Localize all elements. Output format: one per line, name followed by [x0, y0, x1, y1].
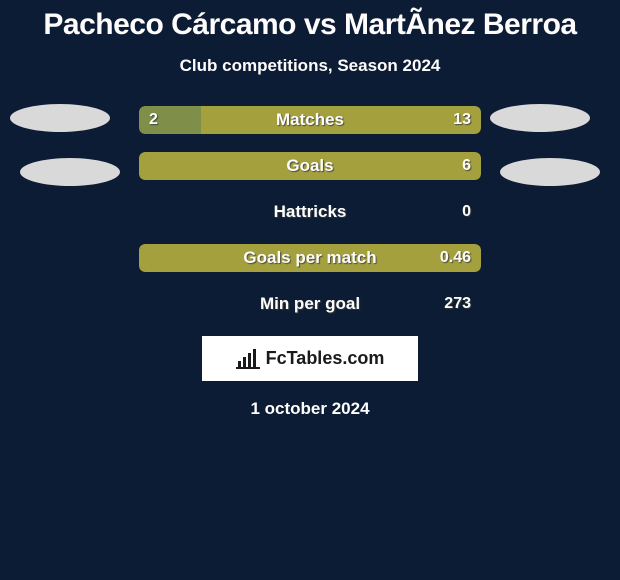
stat-row: Min per goal273	[139, 290, 481, 318]
stat-bars: Matches213 Goals6 Hattricks0 Goals per matc…	[139, 106, 481, 318]
date-label: 1 october 2024	[0, 399, 620, 419]
stat-bar-fill-right	[201, 106, 481, 134]
comparison-stage: Matches213 Goals6 Hattricks0 Goals per matc…	[0, 106, 620, 318]
stat-row: Goals6	[139, 152, 481, 180]
stat-bar-track	[139, 198, 481, 226]
stat-bar-fill	[139, 152, 481, 180]
stat-bar-fill-left	[139, 106, 201, 134]
stat-row: Matches213	[139, 106, 481, 134]
brand-label: FcTables.com	[266, 348, 385, 369]
page-title: Pacheco Cárcamo vs MartÃnez Berroa	[0, 0, 620, 42]
team-badge-left-2	[20, 158, 120, 186]
brand-box: FcTables.com	[202, 336, 418, 381]
stat-row: Hattricks0	[139, 198, 481, 226]
page-subtitle: Club competitions, Season 2024	[0, 56, 620, 76]
stat-bar-track	[139, 290, 481, 318]
team-badge-right-2	[500, 158, 600, 186]
stat-row: Goals per match0.46	[139, 244, 481, 272]
team-badge-left-1	[10, 104, 110, 132]
bar-chart-icon	[236, 349, 260, 369]
team-badge-right-1	[490, 104, 590, 132]
stat-bar-fill	[139, 244, 481, 272]
